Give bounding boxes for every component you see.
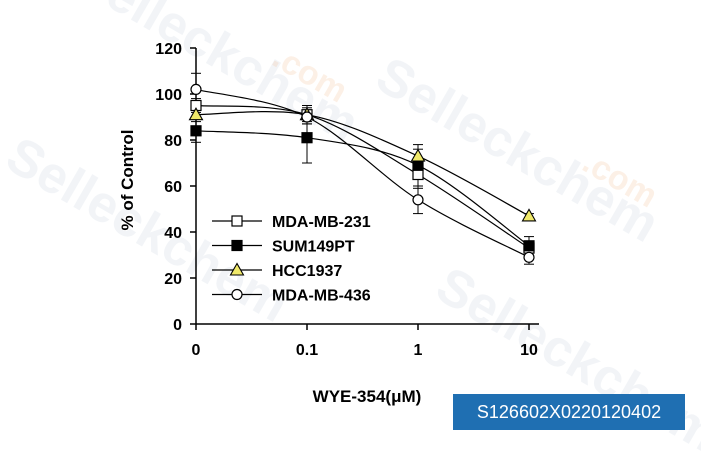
y-tick-label: 120 <box>155 41 182 58</box>
data-point-mda-mb-231 <box>412 168 424 181</box>
y-tick-label: 20 <box>164 271 182 288</box>
y-axis-label: % of Control <box>118 129 137 230</box>
legend: MDA-MB-231 SUM149PT HCC1937 MDA-MB-436 <box>212 214 371 305</box>
series-line-hcc1937 <box>195 111 530 217</box>
x-tick-label: 1 <box>414 342 423 359</box>
error-bars <box>191 72 534 265</box>
y-tick-label: 0 <box>173 317 182 334</box>
axes: 0 20 40 60 80 100 120 0 0.1 1 10 <box>155 41 539 359</box>
legend-label-sum149pt: SUM149PT <box>272 239 355 256</box>
dose-response-chart: 0 20 40 60 80 100 120 0 0.1 1 10 MDA-MB-231 SUM149P… <box>118 41 539 406</box>
data-point-sum149pt <box>523 240 535 252</box>
x-tick-label: 0.1 <box>296 342 318 359</box>
series-line-sum149pt <box>195 130 530 247</box>
series-line-mda-mb-436 <box>195 88 530 258</box>
legend-label-mda-mb-231: MDA-MB-231 <box>272 214 371 231</box>
legend-marker-hcc1937 <box>229 262 245 276</box>
series-lines <box>195 88 530 258</box>
catalog-number-badge: S126602X0220120402 <box>453 394 685 430</box>
data-point-mda-mb-436 <box>523 251 535 263</box>
data-point-sum149pt <box>412 159 424 171</box>
data-point-mda-mb-436 <box>301 111 313 123</box>
x-axis-label: WYE-354(μM) <box>313 387 422 406</box>
legend-label-mda-mb-436: MDA-MB-436 <box>272 288 371 305</box>
y-tick-label: 100 <box>155 87 182 104</box>
data-point-mda-mb-436 <box>412 194 424 206</box>
y-tick-label: 60 <box>164 179 182 196</box>
legend-label-hcc1937: HCC1937 <box>272 263 342 280</box>
data-point-hcc1937 <box>521 208 537 222</box>
data-point-hcc1937 <box>188 107 204 121</box>
legend-marker-sum149pt <box>231 239 243 252</box>
legend-marker-mda-mb-231 <box>231 215 243 227</box>
data-point-hcc1937 <box>410 148 426 162</box>
x-tick-label: 0 <box>192 342 201 359</box>
y-tick-label: 40 <box>164 225 182 242</box>
data-point-mda-mb-436 <box>190 83 202 96</box>
data-point-sum149pt <box>301 132 313 144</box>
legend-marker-mda-mb-436 <box>231 288 243 301</box>
data-point-sum149pt <box>190 125 202 137</box>
x-tick-label: 10 <box>520 342 538 359</box>
y-tick-label: 80 <box>164 133 182 150</box>
series-line-mda-mb-231 <box>195 104 530 249</box>
data-markers <box>188 83 537 263</box>
